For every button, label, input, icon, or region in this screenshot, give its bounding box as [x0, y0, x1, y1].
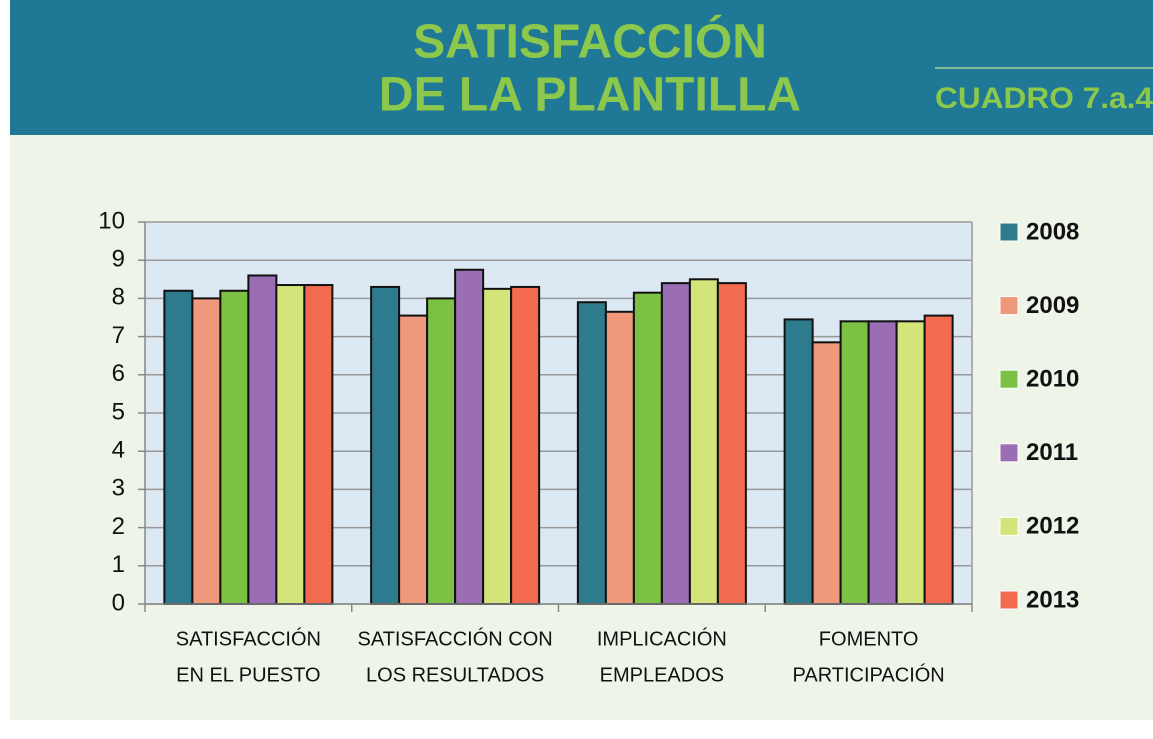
bar: [811, 341, 842, 605]
y-tick-label: 0: [112, 589, 125, 616]
x-tick-label: EMPLEADOS: [600, 664, 724, 686]
bar: [275, 284, 306, 605]
legend-swatch: [999, 296, 1019, 316]
bar: [839, 320, 870, 605]
y-tick-label: 7: [112, 322, 125, 349]
x-tick-label: SATISFACCIÓN CON: [358, 627, 553, 650]
legend-swatch: [999, 443, 1019, 463]
x-tick-label: IMPLICACIÓN: [597, 627, 727, 650]
bar: [510, 285, 541, 605]
legend-label: 2013: [1026, 586, 1079, 613]
bar: [191, 297, 222, 605]
bar: [247, 274, 278, 605]
bar: [923, 314, 954, 605]
title-line: SATISFACCIÓN: [413, 14, 767, 69]
bar: [576, 301, 607, 605]
y-tick-label: 1: [112, 551, 125, 578]
x-tick-label: EN EL PUESTO: [176, 664, 321, 686]
y-tick-label: 5: [112, 398, 125, 425]
y-tick-label: 2: [112, 513, 125, 540]
bar: [604, 310, 635, 605]
bar: [303, 284, 334, 605]
legend-label: 2012: [1026, 513, 1079, 540]
legend-label: 2011: [1026, 439, 1078, 466]
figure-code: CUADRO 7.a.4: [935, 82, 1153, 115]
y-tick-label: 6: [112, 360, 125, 387]
bar: [783, 318, 814, 605]
bar: [482, 287, 513, 605]
y-tick-label: 8: [112, 284, 125, 311]
y-tick-label: 9: [112, 246, 125, 273]
y-tick-label: 4: [112, 437, 125, 464]
bar: [660, 282, 691, 605]
legend-label: 2008: [1026, 218, 1079, 245]
x-tick-label: SATISFACCIÓN: [176, 627, 321, 650]
bar: [632, 291, 663, 605]
bar: [895, 320, 926, 605]
bar: [867, 320, 898, 605]
legend-swatch: [999, 590, 1019, 610]
y-tick-label: 3: [112, 475, 125, 502]
y-tick-label: 10: [98, 207, 125, 234]
legend-swatch: [999, 516, 1019, 536]
x-tick-label: LOS RESULTADOS: [366, 664, 544, 686]
x-tick-label: FOMENTO: [819, 628, 919, 650]
bar: [454, 268, 485, 605]
legend-swatch: [999, 369, 1019, 389]
legend-swatch: [999, 222, 1019, 242]
bar: [219, 289, 250, 605]
bar: [716, 282, 747, 605]
legend-label: 2010: [1026, 366, 1079, 393]
bar: [370, 285, 401, 605]
legend-label: 2009: [1026, 292, 1079, 319]
bar: [426, 297, 457, 605]
x-tick-label: PARTICIPACIÓN: [793, 663, 945, 686]
bar: [163, 289, 194, 605]
title-line: DE LA PLANTILLA: [379, 69, 801, 122]
bar: [398, 314, 429, 605]
bar: [688, 278, 719, 605]
